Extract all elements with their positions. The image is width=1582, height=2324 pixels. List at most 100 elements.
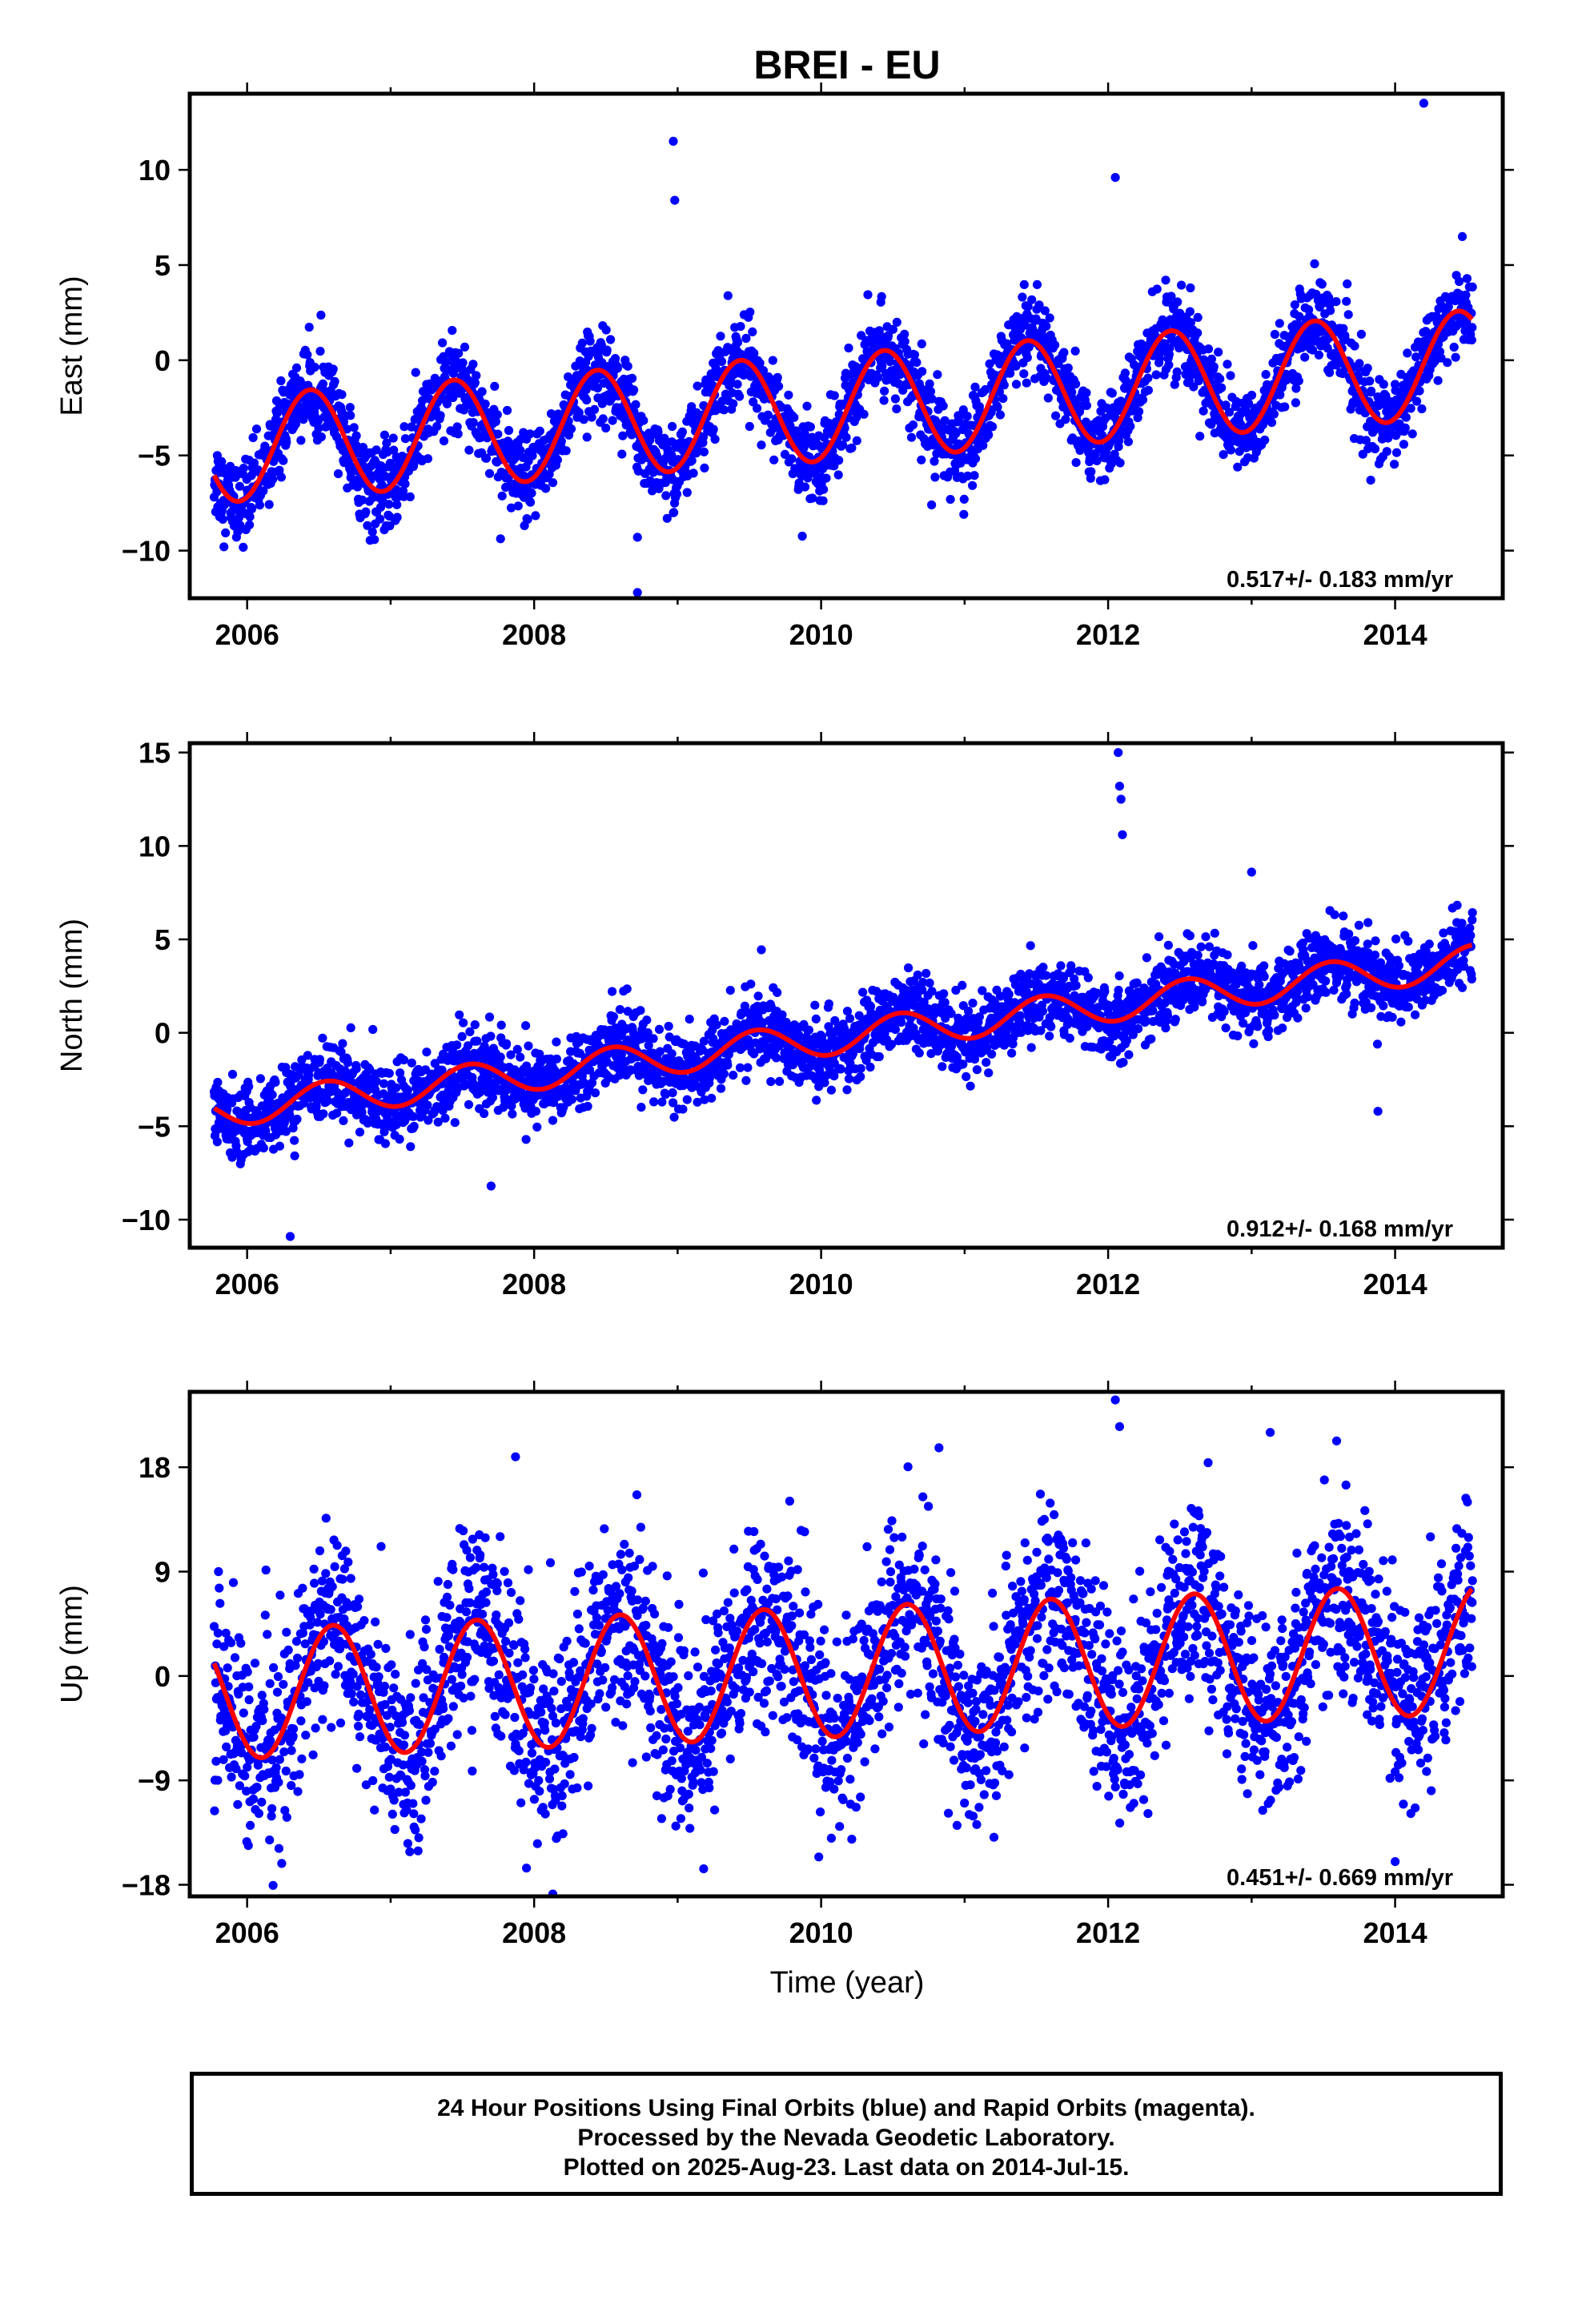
north-point xyxy=(344,1138,354,1148)
east-point xyxy=(749,348,759,358)
east-point xyxy=(1366,476,1375,485)
north-point xyxy=(583,1101,592,1112)
east-point xyxy=(667,450,677,460)
east-point xyxy=(1042,373,1051,383)
east-point xyxy=(423,454,433,464)
north-point xyxy=(643,1028,652,1038)
north-point xyxy=(644,1040,653,1051)
east-point xyxy=(789,412,799,422)
east-point xyxy=(1355,359,1364,368)
east-point xyxy=(729,399,738,408)
east-point xyxy=(834,456,844,465)
east-point xyxy=(700,463,709,473)
east-point xyxy=(1367,386,1376,396)
north-point xyxy=(292,1114,302,1124)
east-point xyxy=(1382,447,1391,456)
east-point xyxy=(1260,435,1270,445)
north-point xyxy=(654,1024,665,1034)
east-point xyxy=(579,415,588,424)
east-point xyxy=(1462,274,1472,283)
east-point xyxy=(282,437,291,447)
north-point xyxy=(259,1143,268,1153)
east-point xyxy=(1092,456,1102,466)
north-point xyxy=(685,1015,694,1024)
east-point xyxy=(255,501,264,510)
east-point xyxy=(1236,420,1246,429)
east-point xyxy=(552,455,563,464)
east-point xyxy=(877,292,886,301)
east-point xyxy=(436,411,445,420)
north-point xyxy=(484,1076,493,1085)
east-point xyxy=(970,471,979,480)
east-point xyxy=(933,370,942,380)
east-point xyxy=(400,479,410,489)
east-point xyxy=(582,395,592,405)
east-point xyxy=(1223,360,1232,369)
north-point xyxy=(679,1039,689,1049)
north-point xyxy=(323,1096,332,1105)
east-point xyxy=(502,405,512,416)
east-point xyxy=(1172,367,1182,376)
east-point xyxy=(1050,340,1060,350)
east-xtick-label: 2014 xyxy=(1363,618,1427,651)
east-point xyxy=(1143,385,1153,395)
north-point xyxy=(716,1084,726,1093)
east-point xyxy=(279,456,288,465)
north-point xyxy=(608,987,617,996)
east-point xyxy=(968,480,978,490)
east-point xyxy=(1034,300,1044,310)
east-point xyxy=(912,357,921,368)
north-point xyxy=(655,1047,665,1056)
north-point xyxy=(804,1025,814,1035)
north-point xyxy=(649,1097,659,1107)
east-point xyxy=(468,418,478,428)
east-point xyxy=(1433,376,1443,385)
east-point xyxy=(808,493,817,503)
north-point xyxy=(984,1068,994,1078)
east-point xyxy=(1075,445,1085,456)
north-point xyxy=(958,1059,968,1069)
north-point xyxy=(958,980,967,990)
east-point xyxy=(303,350,312,360)
east-point xyxy=(623,361,632,371)
east-point xyxy=(504,425,514,436)
east-point xyxy=(1310,259,1319,268)
north-point xyxy=(964,1007,974,1016)
east-point xyxy=(363,521,372,530)
north-point xyxy=(343,1058,352,1068)
east-point xyxy=(1166,292,1176,301)
east-point xyxy=(1214,348,1223,357)
east-point xyxy=(1356,329,1366,339)
east-point xyxy=(689,468,698,478)
east-point xyxy=(1027,295,1037,304)
north-point xyxy=(496,1052,505,1062)
north-point xyxy=(777,1010,787,1019)
north-point xyxy=(987,1049,997,1059)
east-point xyxy=(1275,390,1285,400)
east-point xyxy=(1100,475,1110,485)
east-point xyxy=(351,431,361,440)
east-point xyxy=(888,324,897,334)
east-point xyxy=(995,410,1005,420)
north-point xyxy=(918,978,928,987)
east-point xyxy=(491,416,500,427)
east-point xyxy=(859,409,869,419)
north-point xyxy=(927,987,937,996)
north-point xyxy=(648,1034,658,1043)
north-point xyxy=(815,1065,825,1075)
north-point xyxy=(913,970,922,980)
north-point xyxy=(290,1151,299,1160)
north-point xyxy=(772,1053,781,1063)
east-point xyxy=(357,495,367,505)
north-point xyxy=(496,1020,506,1030)
north-point xyxy=(380,1139,390,1148)
east-point xyxy=(951,428,961,438)
north-point xyxy=(667,1049,677,1059)
east-point xyxy=(677,427,688,436)
east-point xyxy=(1350,341,1359,351)
east-point xyxy=(1082,388,1091,398)
north-point xyxy=(532,1122,542,1132)
north-point xyxy=(275,1141,284,1151)
east-point xyxy=(330,376,339,386)
east-point xyxy=(632,533,642,542)
